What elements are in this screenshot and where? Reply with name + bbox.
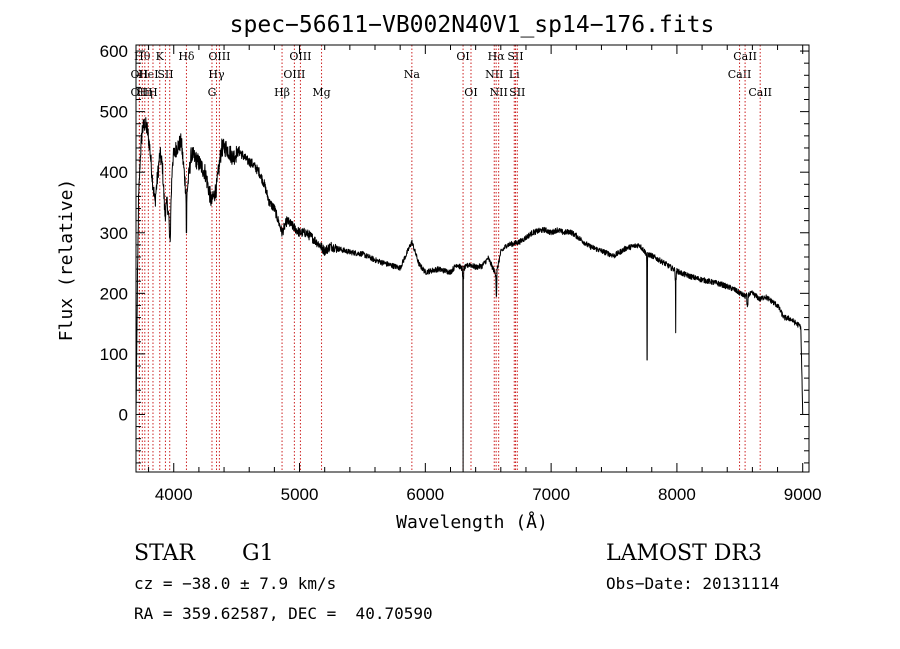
line-marker-label: Hβ — [274, 86, 290, 99]
line-marker-label: OIII — [289, 50, 311, 63]
y-tick-label: 500 — [100, 103, 128, 122]
line-marker-label: NII — [485, 68, 503, 81]
line-marker-label: OI — [456, 50, 469, 63]
line-marker-layer: OIIOIIHθHηHeIHKSIIHδGHγOIIIHβOIIIOIIIMgN… — [131, 45, 772, 472]
observation-date-text: Obs−Date: 20131114 — [606, 574, 779, 593]
y-tick-label: 0 — [119, 405, 128, 424]
x-axis-label: Wavelength (Å) — [396, 511, 548, 533]
line-marker-label: OIII — [208, 50, 230, 63]
line-marker-label: CaII — [728, 68, 752, 81]
y-tick-label: 400 — [100, 163, 128, 182]
spectrum-layer — [135, 117, 804, 473]
line-marker-label: Hθ — [134, 50, 151, 63]
line-marker-label: Li — [509, 68, 520, 81]
line-marker-label: H — [148, 86, 158, 99]
x-tick-label: 9000 — [784, 485, 822, 504]
axis-tick-layer: 4000 5000 6000 7000 8000 9000 0 100 200 300 400 500… — [100, 42, 822, 504]
coordinates-text: RA = 359.62587, DEC = 40.70590 — [134, 604, 433, 623]
line-marker-label: OIII — [283, 68, 305, 81]
spectrum-line — [135, 117, 804, 473]
redshift-text: cz = −38.0 ± 7.9 km/s — [134, 574, 336, 593]
y-tick-label: 200 — [100, 284, 128, 303]
line-marker-label: SII — [157, 68, 173, 81]
y-tick-label: 300 — [100, 224, 128, 243]
x-tick-label: 7000 — [532, 485, 570, 504]
y-tick-label: 100 — [100, 345, 128, 364]
line-marker-label: HeI — [138, 68, 158, 81]
x-tick-label: 6000 — [406, 485, 444, 504]
object-subclass-label: G1 — [242, 541, 274, 566]
chart-title: spec−56611−VB002N40V1_sp14−176.fits — [230, 12, 715, 38]
plot-frame — [135, 44, 810, 473]
line-marker-label: Hα — [488, 50, 506, 63]
y-axis-label: Flux (relative) — [56, 179, 77, 342]
line-marker-label: CaII — [733, 50, 757, 63]
x-tick-label: 8000 — [658, 485, 696, 504]
line-marker-label: Na — [404, 68, 421, 81]
x-tick-label: 5000 — [281, 485, 319, 504]
line-marker-label: K — [156, 50, 165, 63]
survey-label: LAMOST DR3 — [606, 541, 762, 566]
y-tick-label: 600 — [100, 42, 128, 61]
line-marker-label: G — [208, 86, 217, 99]
line-marker-label: NII — [490, 86, 508, 99]
object-class-label: STAR — [134, 541, 196, 566]
line-marker-label: SII — [507, 50, 523, 63]
line-marker-label: Hδ — [178, 50, 195, 63]
line-marker-label: OII — [131, 86, 149, 99]
x-tick-label: 4000 — [155, 485, 193, 504]
line-marker-label: SII — [509, 86, 525, 99]
line-marker-label: OI — [464, 86, 477, 99]
line-marker-label: Hγ — [208, 68, 225, 81]
line-marker-label: CaII — [748, 86, 772, 99]
line-marker-label: Mg — [312, 86, 330, 99]
line-marker-label: Hη — [137, 86, 153, 99]
